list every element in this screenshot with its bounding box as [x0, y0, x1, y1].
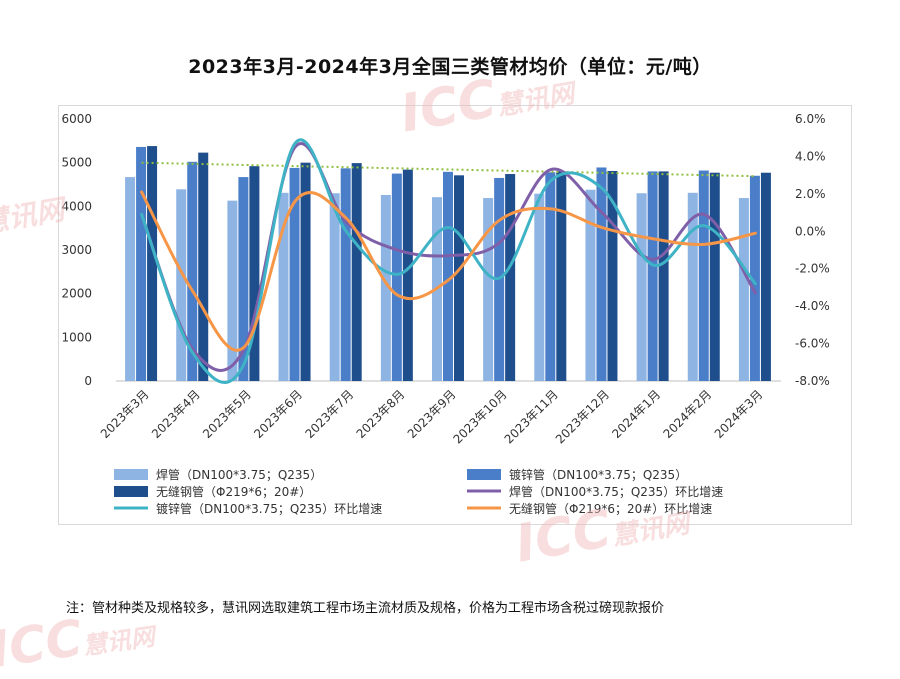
line-series-2 — [140, 138, 757, 384]
bar-3 — [556, 171, 567, 381]
legend-swatch-1 — [114, 469, 148, 480]
legend-label-2: 镀锌管（DN100*3.75；Q235） — [509, 467, 687, 482]
x-axis-tick-label: 2024年2月 — [661, 387, 715, 441]
right-axis-tick-label: 2.0% — [795, 187, 826, 201]
legend-swatch-2 — [467, 469, 501, 480]
trendline — [141, 161, 756, 178]
legend-label-1: 焊管（DN100*3.75；Q235） — [156, 467, 322, 482]
x-axis-tick-label: 2023年4月 — [149, 387, 203, 441]
right-axis-tick-label: -4.0% — [795, 299, 830, 313]
left-axis-tick-label: 0 — [84, 374, 92, 388]
right-axis-tick-label: -6.0% — [795, 337, 830, 351]
x-axis-tick-label: 2023年11月 — [502, 387, 561, 446]
bar-3 — [351, 163, 362, 381]
chart-title: 2023年3月-2024年3月全国三类管材均价（单位：元/吨） — [188, 56, 712, 78]
bar-2 — [340, 168, 351, 381]
right-axis-tick-label: 4.0% — [795, 149, 826, 163]
x-axis-tick-label: 2024年1月 — [609, 387, 663, 441]
bar-3 — [454, 175, 464, 381]
chart-frame: 0 1000 2000 3000 4000 5000 6000 -8.0% -6.0% -4.0%… — [58, 105, 852, 525]
x-axis-tick-label: 2023年5月 — [200, 387, 254, 441]
left-axis-tick-label: 6000 — [61, 112, 92, 126]
x-axis-tick-label: 2024年3月 — [712, 387, 766, 441]
left-axis-tick-label: 2000 — [61, 287, 92, 301]
right-axis-tick-label: 0.0% — [795, 224, 826, 238]
bar-2 — [187, 161, 198, 381]
bar-1 — [687, 192, 698, 381]
bar-3 — [658, 171, 669, 381]
bar-2 — [238, 177, 249, 381]
bar-2 — [596, 167, 607, 381]
legend-label-4: 焊管（DN100*3.75；Q235）环比增速 — [509, 484, 723, 499]
bar-3 — [505, 174, 516, 381]
line-series-3 — [140, 190, 757, 352]
bar-1 — [329, 193, 340, 381]
bar-1 — [125, 177, 136, 381]
x-axis-tick-label: 2023年7月 — [302, 387, 356, 441]
line-series-1 — [140, 142, 757, 372]
bar-3 — [198, 152, 209, 381]
bar-2 — [545, 172, 556, 381]
bar-3 — [709, 172, 720, 381]
left-axis-tick-label: 3000 — [61, 243, 92, 257]
bar-1 — [738, 198, 749, 381]
x-axis-tick-label: 2023年9月 — [405, 387, 459, 441]
bar-2 — [443, 171, 453, 381]
watermark-logo-bottom-left: ICC慧讯网 — [0, 608, 157, 679]
bar-1 — [636, 193, 647, 381]
right-axis-tick-label: -2.0% — [795, 262, 830, 276]
bar-1 — [585, 189, 596, 381]
bar-2 — [698, 170, 709, 381]
footnote: 注：管材种类及规格较多，慧讯网选取建筑工程市场主流材质及规格，价格为工程市场含税… — [66, 601, 665, 616]
legend-label-3: 无缝钢管（Φ219*6；20#） — [156, 484, 311, 499]
x-axis-tick-label: 2023年10月 — [451, 387, 510, 446]
x-axis-tick-label: 2023年3月 — [98, 387, 152, 441]
bar-2 — [136, 146, 147, 381]
legend-label-5: 镀锌管（DN100*3.75；Q235）环比增速 — [156, 501, 382, 516]
bar-3 — [147, 146, 158, 381]
bar-2 — [391, 173, 402, 381]
left-axis-tick-label: 4000 — [61, 199, 92, 213]
x-axis-tick-label: 2023年12月 — [553, 387, 612, 446]
x-axis-tick-label: 2023年6月 — [251, 387, 305, 441]
bar-1 — [483, 198, 494, 381]
bar-1 — [278, 192, 289, 381]
bar-3 — [300, 162, 311, 381]
left-axis-tick-label: 1000 — [61, 330, 92, 344]
bar-1 — [227, 200, 238, 381]
right-axis-tick-label: 6.0% — [795, 112, 826, 126]
bar-1 — [380, 194, 391, 381]
legend-swatch-3 — [114, 486, 148, 497]
bar-2 — [647, 171, 658, 381]
left-axis-tick-label: 5000 — [61, 156, 92, 170]
bar-3 — [607, 170, 618, 381]
bar-3 — [249, 166, 260, 381]
legend-label-6: 无缝钢管（Φ219*6；20#）环比增速 — [509, 501, 712, 516]
chart-svg: 0 1000 2000 3000 4000 5000 6000 -8.0% -6.0% -4.0%… — [61, 112, 830, 516]
x-axis-tick-label: 2023年8月 — [354, 387, 408, 441]
bar-3 — [402, 169, 413, 381]
bar-2 — [749, 175, 760, 381]
right-axis-tick-label: -8.0% — [795, 374, 830, 388]
bar-2 — [289, 167, 300, 381]
bar-1 — [176, 189, 187, 381]
bar-1 — [534, 193, 545, 381]
bar-3 — [760, 172, 771, 381]
watermark-logo-left: 慧讯网 — [0, 192, 67, 241]
